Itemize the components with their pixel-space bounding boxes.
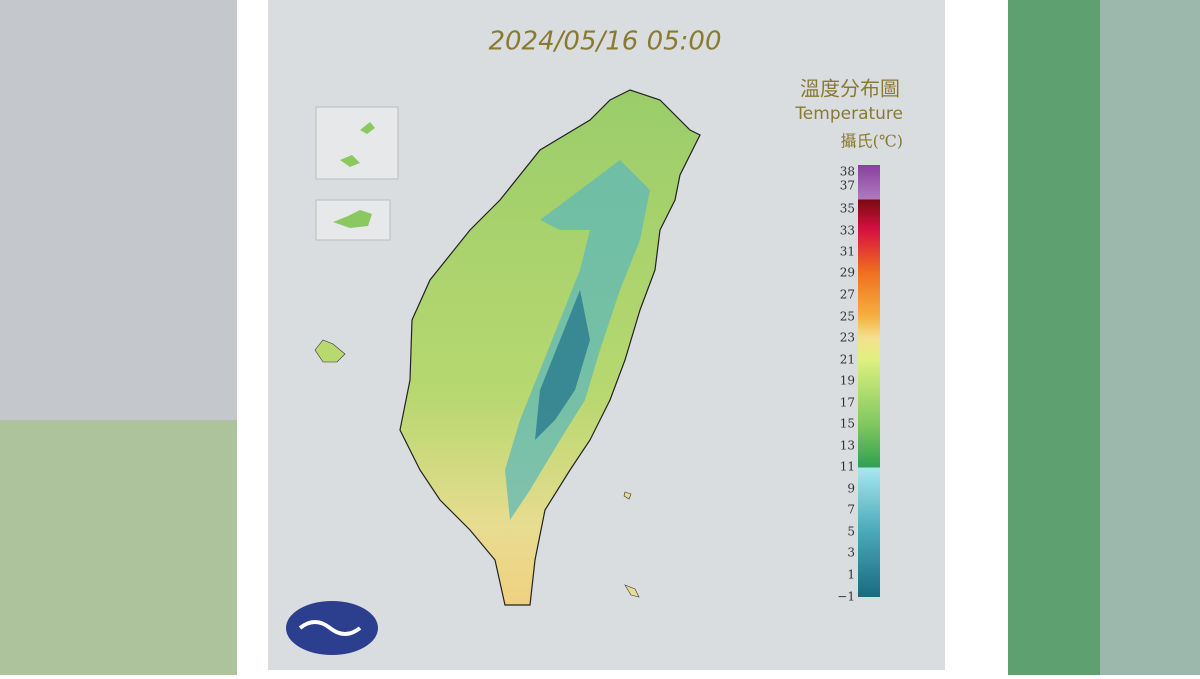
legend-tick-label: 23 <box>840 331 855 345</box>
legend-tick-label: 3 <box>847 546 855 560</box>
blur-right-gray <box>1100 0 1200 675</box>
legend-tick-label: 31 <box>840 245 855 259</box>
legend-tick-label: 11 <box>840 460 855 474</box>
legend-tick-label: 1 <box>847 568 855 582</box>
legend-title-zh: 溫度分布圖 <box>800 77 900 101</box>
legend-tick-label: 15 <box>840 417 855 431</box>
legend-tick-label: 9 <box>847 482 855 496</box>
legend-tick-label: 13 <box>840 439 855 453</box>
timestamp: 2024/05/16 05:00 <box>488 27 721 57</box>
legend-tick-label: −1 <box>837 590 855 604</box>
logo-wave <box>298 620 362 636</box>
inset-matsu <box>315 106 399 180</box>
blur-left-green <box>0 420 237 675</box>
legend-title-en: Temperature <box>794 104 903 124</box>
islets <box>623 491 640 598</box>
legend-tick-label: 38 <box>840 165 855 179</box>
legend-tick-label: 27 <box>840 288 855 302</box>
legend-tick-label: 37 <box>840 179 855 193</box>
legend-tick-label: 35 <box>840 202 855 216</box>
legend-tick-label: 7 <box>847 503 855 517</box>
mountain-peaks <box>535 290 590 440</box>
penghu <box>314 339 346 363</box>
legend-tick-label: 17 <box>840 396 855 410</box>
legend-tick-label: 21 <box>840 353 855 367</box>
matsu-islands <box>340 122 375 167</box>
kinmen-island <box>333 210 372 228</box>
legend-tick-label: 29 <box>840 266 855 280</box>
legend-tick-label: 25 <box>840 310 855 324</box>
legend-tick-label: 33 <box>840 224 855 238</box>
legend-tick-label: 5 <box>847 525 855 539</box>
color-scale <box>858 165 880 597</box>
legend-tick-label: 19 <box>840 374 855 388</box>
legend-unit: 攝氏(℃) <box>841 132 903 151</box>
